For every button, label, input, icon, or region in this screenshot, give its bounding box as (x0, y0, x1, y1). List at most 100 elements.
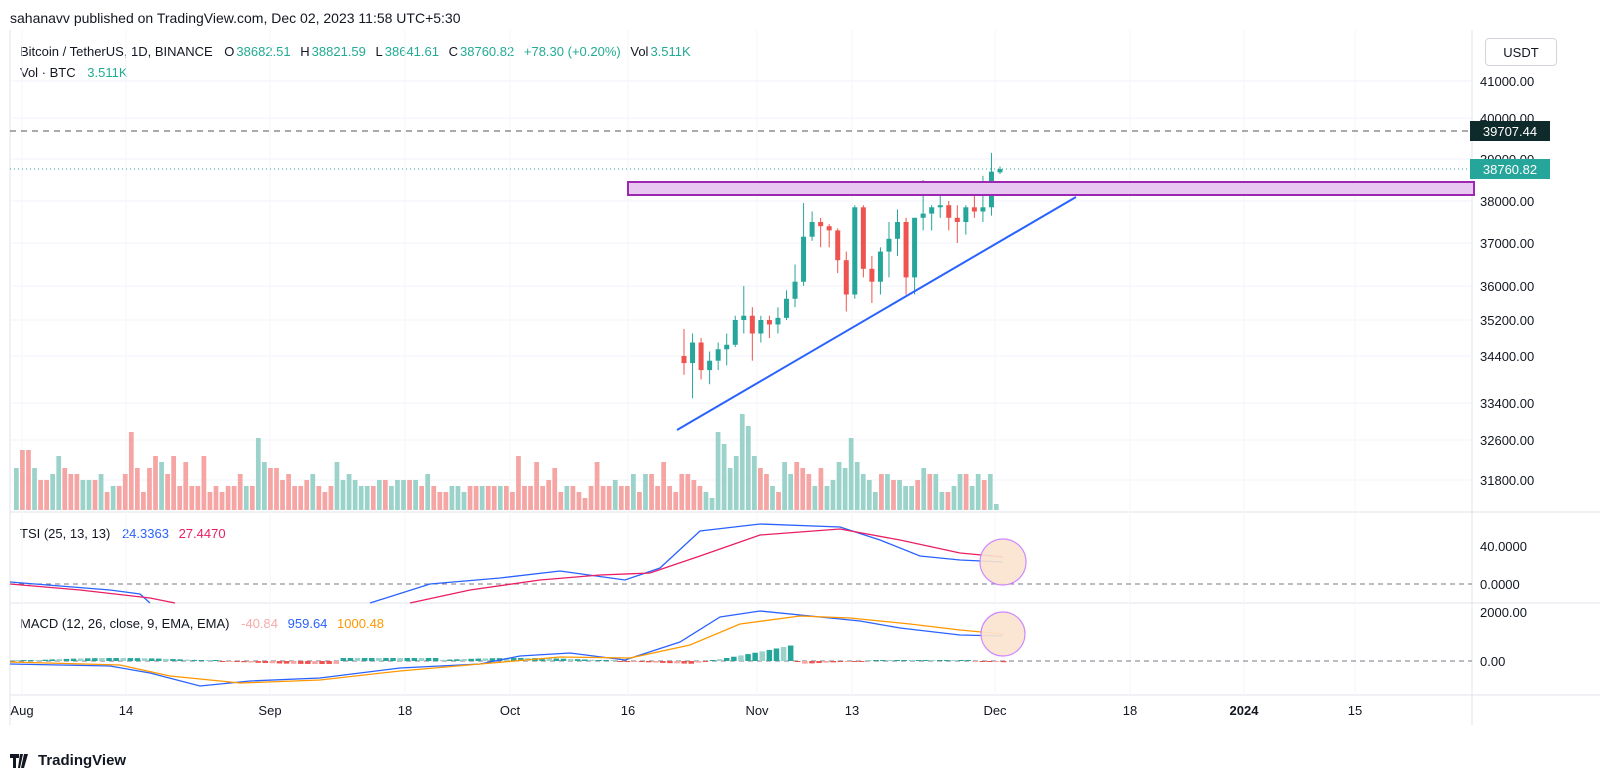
macd-histogram-value: -40.84 (241, 616, 279, 631)
macd-label[interactable]: MACD (12, 26, close, 9, EMA, EMA) (20, 616, 230, 631)
macd-histogram-bar (241, 661, 247, 663)
candle-body (766, 320, 772, 325)
volume-bar (104, 492, 110, 510)
volume-bar (951, 486, 957, 510)
volume-bar (727, 468, 733, 510)
volume-bar (733, 456, 739, 510)
macd-histogram-bar (85, 658, 91, 661)
volume-bar (915, 480, 921, 510)
volume-bar (522, 486, 527, 510)
volume-bar (225, 486, 231, 510)
tsi-legend: TSI (25, 13, 13) 24.3363 27.4470 (20, 526, 228, 541)
macd-histogram-bar (440, 659, 446, 661)
volume-bar (788, 474, 794, 510)
candle-body (937, 205, 943, 208)
volume-bar (564, 486, 570, 510)
volume-bar (879, 474, 884, 510)
volume-bar (274, 468, 279, 510)
candle-body (749, 315, 755, 334)
volume-bar (189, 486, 195, 510)
macd-histogram-bar (972, 661, 978, 662)
volume-bar (346, 474, 352, 510)
volume-bar (473, 486, 479, 510)
volume-bar (503, 486, 509, 510)
volume-legend: Vol · BTC 3.511K (20, 65, 130, 80)
macd-histogram-bar (858, 661, 865, 662)
volume-bar (721, 444, 727, 510)
volume-bar (558, 492, 564, 510)
macd-histogram-bar (42, 659, 48, 661)
macd-histogram-bar (298, 661, 304, 664)
price-tag-dark (1470, 121, 1550, 141)
macd-histogram-bar (56, 659, 63, 661)
volume-bar (195, 486, 201, 510)
time-tick-label: 14 (119, 703, 133, 718)
candle-body (843, 260, 849, 295)
macd-histogram-bar (432, 658, 439, 661)
macd-histogram-bar (653, 661, 659, 663)
volume-bar (945, 492, 951, 510)
candle-body (869, 268, 875, 282)
macd-histogram-bar (148, 658, 155, 661)
volume-bar (165, 474, 170, 510)
macd-histogram-bar (716, 659, 723, 661)
macd-histogram-bar (191, 659, 197, 661)
volume-bar (637, 492, 642, 510)
macd-histogram-bar (688, 661, 694, 664)
time-tick-label: Dec (983, 703, 1007, 718)
volume-line-label[interactable]: Vol · BTC (20, 65, 76, 80)
volume-bar (26, 450, 31, 510)
time-tick-label: 18 (398, 703, 412, 718)
volume-bar (32, 468, 37, 510)
tsi-signal-line (9, 528, 1004, 604)
macd-histogram-bar (1000, 661, 1007, 663)
price-tag-green-label: 38760.82 (1483, 162, 1537, 177)
candle-body (980, 207, 986, 212)
volume-bar (370, 486, 376, 510)
tsi-label[interactable]: TSI (25, 13, 13) (20, 526, 111, 541)
tradingview-logo[interactable]: TradingView (10, 752, 126, 769)
volume-bar (340, 480, 346, 510)
ascending-trendline (676, 196, 1077, 431)
volume-bar (612, 480, 618, 510)
macd-histogram-bar (844, 661, 851, 662)
volume-bar (975, 474, 981, 510)
volume-bar (758, 468, 763, 510)
macd-histogram-bar (418, 658, 425, 661)
price-tag-dark-label: 39707.44 (1483, 124, 1537, 139)
tsi-line (9, 523, 1004, 604)
symbol-label[interactable]: Bitcoin / TetherUS, 1D, BINANCE (20, 44, 213, 59)
volume-bar (147, 468, 152, 510)
macd-histogram-bar (106, 658, 112, 661)
macd-histogram-bar (738, 655, 744, 661)
macd-histogram-bar (922, 660, 929, 661)
open-value: 38682.51 (236, 44, 291, 59)
macd-histogram-bar (759, 651, 765, 661)
volume-bar (171, 456, 177, 510)
volume-bar (401, 480, 406, 510)
volume-bar (134, 468, 140, 510)
macd-histogram-bar (219, 661, 226, 662)
price-tick-label: 41000.00 (1480, 74, 1534, 89)
candle-body (690, 342, 696, 364)
volume-bar (528, 486, 533, 510)
macd-histogram-bar (937, 660, 943, 661)
volume-bar (643, 474, 648, 510)
macd-histogram-bar (823, 661, 829, 663)
macd-histogram-bar (702, 661, 709, 662)
volume-bar (685, 474, 691, 510)
volume-bar (800, 468, 806, 510)
candle-body (954, 217, 960, 222)
price-tick-label: 37000.00 (1480, 236, 1534, 251)
macd-histogram-bar (709, 660, 716, 661)
macd-histogram-bar (603, 660, 609, 661)
volume-bar (153, 456, 158, 510)
volume-bar (510, 492, 515, 510)
volume-bar (425, 474, 431, 510)
volume-bar (933, 474, 939, 510)
currency-unit-button[interactable]: USDT (1485, 38, 1557, 66)
macd-histogram-bar (546, 658, 552, 661)
macd-histogram-bar (276, 661, 283, 664)
